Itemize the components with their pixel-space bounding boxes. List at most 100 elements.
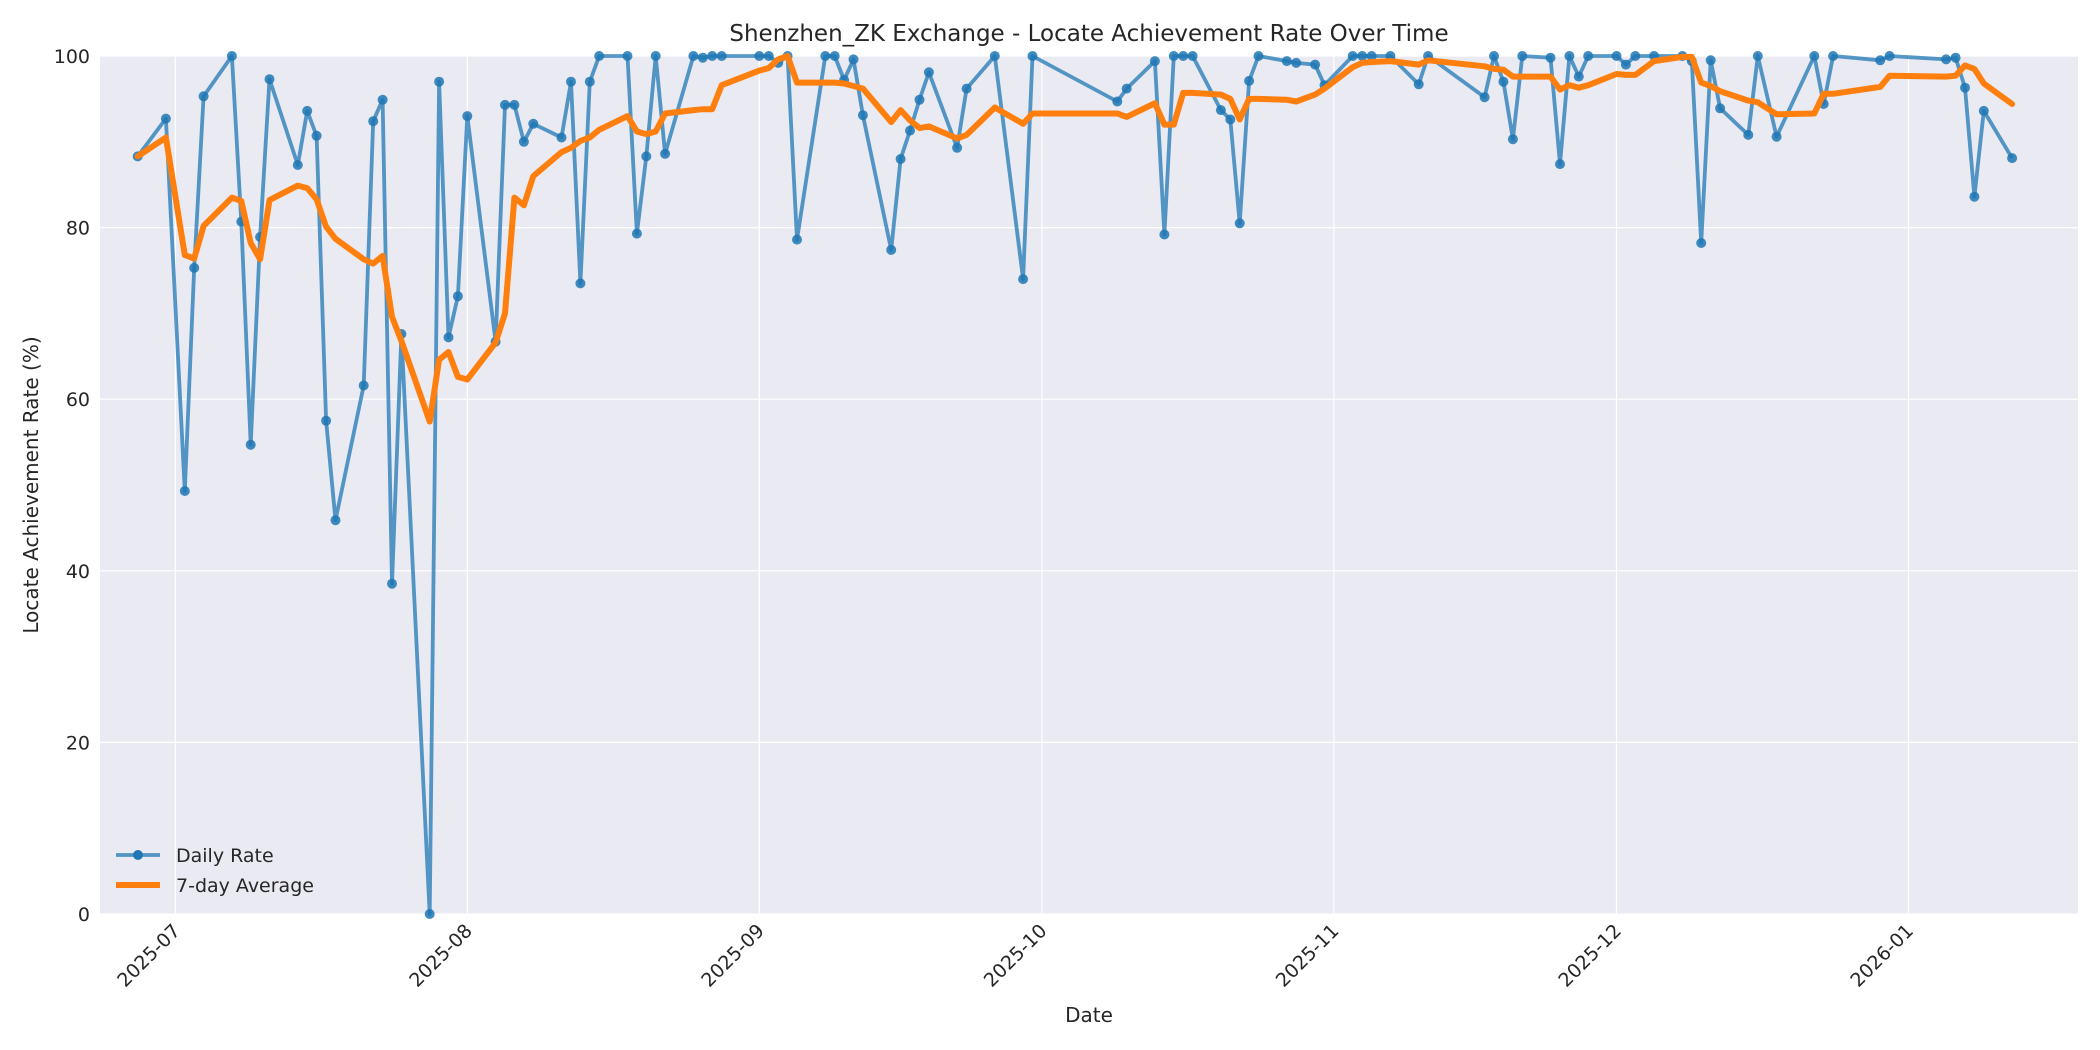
data-point-daily-rate [198,91,209,102]
data-point-daily-rate [1875,55,1886,66]
data-point-daily-rate [1413,79,1424,90]
data-point-daily-rate [1244,75,1255,86]
data-point-daily-rate [895,154,906,164]
data-point-daily-rate [1027,51,1038,61]
data-point-daily-rate [518,136,529,147]
data-point-daily-rate [566,76,576,87]
data-point-daily-rate [1366,51,1377,61]
data-point-daily-rate [820,51,831,61]
data-point-daily-rate [1705,55,1716,66]
data-point-daily-rate [500,99,510,110]
data-point-daily-rate [556,132,567,143]
data-point-daily-rate [1168,51,1179,61]
x-axis-label: Date [1065,1003,1113,1027]
y-tick-label: 100 [54,46,90,68]
data-point-daily-rate [1159,229,1170,240]
data-point-daily-rate [1696,238,1707,248]
data-point-daily-rate [1743,129,1754,140]
data-point-daily-rate [358,380,369,391]
data-point-daily-rate [1969,191,1980,202]
data-point-daily-rate [528,118,539,129]
data-point-daily-rate [660,148,671,159]
data-point-daily-rate [1357,51,1368,61]
data-point-daily-rate [160,113,171,124]
data-point-daily-rate [1178,51,1189,61]
data-point-daily-rate [905,125,915,136]
data-point-daily-rate [264,74,275,85]
data-point-daily-rate [1809,51,1820,61]
data-point-daily-rate [179,486,190,496]
data-point-daily-rate [688,51,699,61]
data-point-daily-rate [1281,56,1292,67]
data-point-daily-rate [1545,52,1556,63]
legend-daily-label: Daily Rate [176,845,274,867]
data-point-daily-rate [1507,134,1518,145]
data-point-daily-rate [1941,54,1952,65]
data-point-daily-rate [1960,82,1970,93]
data-point-daily-rate [716,51,727,61]
legend-average-label: 7-day Average [176,875,314,897]
data-point-daily-rate [829,51,840,61]
data-point-daily-rate [368,116,379,127]
data-point-daily-rate [707,51,718,61]
data-point-daily-rate [914,94,925,105]
data-point-daily-rate [1884,51,1895,61]
data-point-daily-rate [311,130,322,141]
data-point-daily-rate [1771,131,1782,142]
data-point-daily-rate [641,151,652,162]
series-layer [132,51,2018,919]
data-point-daily-rate [302,105,313,116]
data-point-daily-rate [1215,105,1226,116]
data-point-daily-rate [1630,51,1641,61]
data-point-daily-rate [1187,51,1198,61]
data-point-daily-rate [462,111,473,122]
data-point-daily-rate [1517,51,1528,61]
data-point-daily-rate [1828,51,1839,61]
data-point-daily-rate [1583,51,1594,61]
series-line-7-day-average [134,53,2016,425]
y-tick-label: 80 [66,218,90,240]
data-point-daily-rate [961,83,972,94]
data-point-daily-rate [330,515,341,526]
data-point-daily-rate [754,51,765,61]
data-point-daily-rate [1555,159,1565,170]
data-point-daily-rate [631,228,642,239]
data-point-daily-rate [1573,71,1584,82]
data-point-daily-rate [1225,114,1236,125]
data-point-daily-rate [594,51,605,61]
data-point-daily-rate [792,234,802,245]
legend: Daily Rate 7-day Average [116,845,314,897]
data-point-daily-rate [321,415,332,426]
data-point-daily-rate [1489,51,1499,61]
data-point-daily-rate [424,909,435,919]
data-point-daily-rate [1347,51,1358,61]
data-point-daily-rate [1121,83,1132,94]
data-point-daily-rate [443,332,454,343]
data-point-daily-rate [697,52,708,63]
data-point-daily-rate [245,439,256,450]
data-point-daily-rate [1620,59,1631,70]
grid [100,55,2078,915]
data-point-daily-rate [1611,51,1622,61]
data-point-daily-rate [452,291,463,302]
data-point-daily-rate [622,51,633,61]
legend-daily-marker [133,850,143,860]
data-point-daily-rate [1018,274,1029,285]
data-point-daily-rate [1752,51,1763,61]
data-point-daily-rate [2007,153,2018,164]
data-point-daily-rate [848,54,859,65]
y-tick-label: 20 [66,732,90,754]
data-point-daily-rate [857,110,868,121]
data-point-daily-rate [434,76,445,87]
data-point-daily-rate [584,76,595,87]
data-point-daily-rate [952,142,963,153]
y-axis-ticks: 0 20 40 60 80 100 [54,46,90,926]
y-tick-label: 40 [66,561,90,583]
data-point-daily-rate [1950,52,1961,63]
data-point-daily-rate [1310,59,1321,70]
data-point-daily-rate [189,262,200,273]
data-point-daily-rate [886,244,897,255]
data-point-daily-rate [292,160,303,170]
data-point-daily-rate [1564,51,1575,61]
